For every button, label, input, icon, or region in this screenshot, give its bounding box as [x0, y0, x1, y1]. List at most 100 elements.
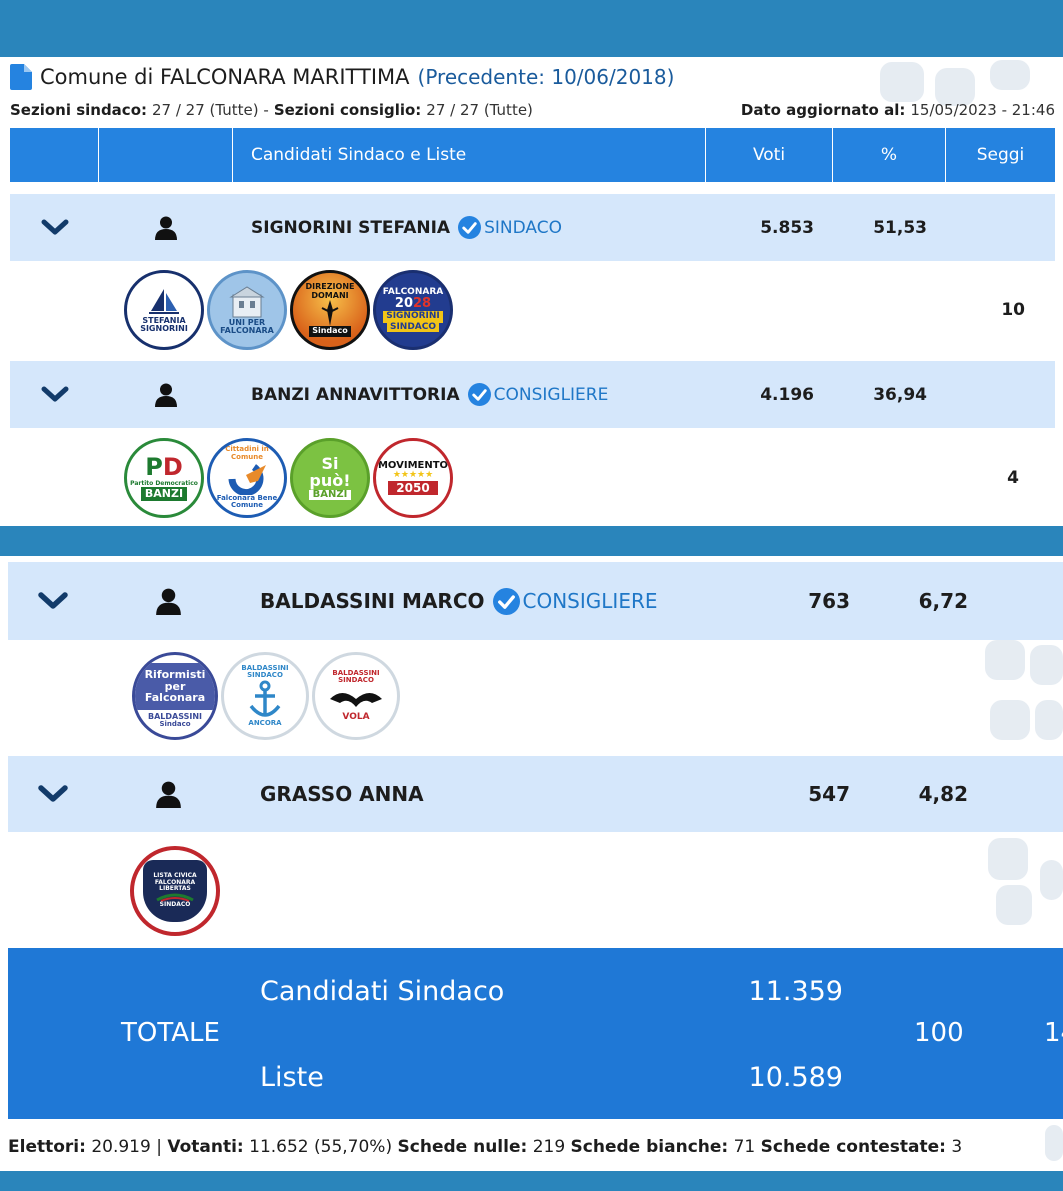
- verified-check-icon: [467, 383, 491, 406]
- lists-logos: LISTA CIVICA FALCONARA LIBERTAS SINDACO: [130, 846, 223, 936]
- background-decoration: [1040, 860, 1063, 900]
- candidate-role: SINDACO: [484, 217, 562, 238]
- updated-value: 15/05/2023 - 21:46: [910, 101, 1055, 119]
- candidate-row: BANZI ANNAVITTORIA CONSIGLIERE 4.196 36,…: [10, 361, 1055, 428]
- candidate-percent: 4,82: [918, 782, 968, 806]
- candidate-role: CONSIGLIERE: [522, 589, 658, 613]
- chevron-down-icon: [41, 386, 68, 401]
- person-icon: [155, 588, 181, 615]
- sections-info: Sezioni sindaco: 27 / 27 (Tutte) - Sezio…: [10, 99, 533, 121]
- lists-logos: STEFANIA SIGNORINI UNI PER FALCONARA DIR…: [124, 270, 456, 350]
- header-seats[interactable]: Seggi: [976, 145, 1025, 165]
- top-bar: [0, 0, 1063, 57]
- sezioni-consiglio-label: Sezioni consiglio:: [273, 101, 422, 119]
- expand-toggle[interactable]: [10, 219, 99, 237]
- header-icon-col: [99, 128, 233, 182]
- candidate-votes: 763: [808, 589, 850, 613]
- totals-candidati-votes: 11.359: [748, 976, 843, 1007]
- totals-candidati-label: Candidati Sindaco: [260, 976, 505, 1007]
- votanti-label: Votanti:: [167, 1137, 244, 1157]
- background-decoration: [880, 62, 924, 102]
- background-decoration: [1035, 700, 1063, 740]
- list-logo: PD Partito Democratico BANZI: [124, 438, 204, 518]
- votanti-value: 11.652 (55,70%): [249, 1137, 393, 1157]
- candidate-avatar: [98, 781, 238, 808]
- candidate-row: GRASSO ANNA 547 4,82: [8, 756, 1063, 832]
- person-icon: [155, 781, 181, 808]
- background-decoration: [935, 68, 975, 106]
- person-icon: [155, 383, 177, 407]
- chevron-down-icon: [41, 219, 68, 234]
- list-logo: BALDASSINI SINDACO ANCORA: [221, 652, 309, 740]
- header-percent[interactable]: %: [833, 128, 946, 182]
- contestate-label: Schede contestate:: [760, 1137, 946, 1157]
- candidate-votes: 5.853: [760, 217, 814, 238]
- list-logo: STEFANIA SIGNORINI: [124, 270, 204, 350]
- sezioni-sindaco-value: 27 / 27 (Tutte) -: [152, 101, 269, 119]
- background-decoration: [1030, 645, 1063, 685]
- candidate-avatar: [98, 588, 238, 615]
- header-candidates[interactable]: Candidati Sindaco e Liste: [233, 128, 706, 182]
- background-decoration: [1045, 1125, 1063, 1161]
- candidate-avatar: [99, 383, 233, 407]
- candidate-role: CONSIGLIERE: [493, 384, 609, 405]
- person-icon: [155, 216, 177, 240]
- candidate-name-cell: BALDASSINI MARCO CONSIGLIERE: [238, 587, 658, 615]
- screenshot-divider-bar: [0, 526, 1063, 556]
- background-decoration: [988, 838, 1028, 880]
- candidate-name: BANZI ANNAVITTORIA: [251, 384, 460, 405]
- previous-election-link[interactable]: (Precedente: 10/06/2018): [417, 65, 675, 89]
- lists-logos: PD Partito Democratico BANZI Cittadini i…: [124, 438, 456, 518]
- header-expand-col: [10, 128, 99, 182]
- turnout-summary: Elettori: 20.919 | Votanti: 11.652 (55,7…: [8, 1137, 962, 1157]
- candidate-name: BALDASSINI MARCO: [260, 589, 485, 613]
- update-info: Dato aggiornato al: 15/05/2023 - 21:46: [741, 99, 1055, 121]
- bottom-bar: [0, 1171, 1063, 1191]
- sezioni-sindaco-label: Sezioni sindaco:: [10, 101, 147, 119]
- updated-label: Dato aggiornato al:: [740, 101, 906, 119]
- totals-seats: 14: [1044, 1018, 1063, 1048]
- verified-check-icon: [458, 216, 482, 239]
- candidate-row: BALDASSINI MARCO CONSIGLIERE 763 6,72: [8, 562, 1063, 640]
- totals-panel: TOTALE Candidati Sindaco 11.359 Liste 10…: [8, 948, 1063, 1119]
- list-logo: Si può! BANZI: [290, 438, 370, 518]
- candidate-percent: 36,94: [873, 384, 927, 405]
- candidate-name: SIGNORINI STEFANIA: [251, 217, 451, 238]
- bianche-label: Schede bianche:: [570, 1137, 729, 1157]
- candidate-name-cell: SIGNORINI STEFANIA SINDACO: [233, 216, 562, 239]
- totals-liste-label: Liste: [260, 1062, 324, 1093]
- document-icon: [10, 64, 32, 90]
- nulle-value: 219: [532, 1137, 566, 1157]
- candidate-percent: 6,72: [918, 589, 968, 613]
- list-logo: Riformisti per Falconara BALDASSINI Sinda…: [132, 652, 218, 740]
- expand-toggle[interactable]: [8, 591, 98, 611]
- elettori-value: 20.919 |: [91, 1137, 162, 1157]
- candidate-seats: 10: [1001, 300, 1025, 320]
- contestate-value: 3: [951, 1137, 963, 1157]
- nulle-label: Schede nulle:: [397, 1137, 528, 1157]
- header-votes[interactable]: Voti: [706, 128, 833, 182]
- totals-liste-votes: 10.589: [748, 1062, 843, 1093]
- totals-label: TOTALE: [121, 1018, 220, 1048]
- background-decoration: [985, 640, 1025, 680]
- page-title: Comune di FALCONARA MARITTIMA (Precedent…: [10, 62, 674, 92]
- elettori-label: Elettori:: [8, 1137, 86, 1157]
- expand-toggle[interactable]: [8, 784, 98, 804]
- list-logo: FALCONARA 2028 SIGNORINI SINDACO: [373, 270, 453, 350]
- background-decoration: [996, 885, 1032, 925]
- list-logo: UNI PER FALCONARA: [207, 270, 287, 350]
- list-logo: MOVIMENTO ★★★★★ 2050: [373, 438, 453, 518]
- bianche-value: 71: [733, 1137, 756, 1157]
- candidate-votes: 547: [808, 782, 850, 806]
- candidate-avatar: [99, 216, 233, 240]
- list-logo: LISTA CIVICA FALCONARA LIBERTAS SINDACO: [130, 846, 220, 936]
- candidate-row: SIGNORINI STEFANIA SINDACO 5.853 51,53: [10, 194, 1055, 261]
- expand-toggle[interactable]: [10, 386, 99, 404]
- candidate-name-cell: BANZI ANNAVITTORIA CONSIGLIERE: [233, 383, 608, 406]
- chevron-down-icon: [38, 785, 68, 802]
- verified-check-icon: [492, 587, 520, 615]
- candidate-name: GRASSO ANNA: [260, 782, 424, 806]
- candidate-name-cell: GRASSO ANNA: [238, 782, 424, 806]
- background-decoration: [990, 60, 1030, 90]
- chevron-down-icon: [38, 592, 68, 609]
